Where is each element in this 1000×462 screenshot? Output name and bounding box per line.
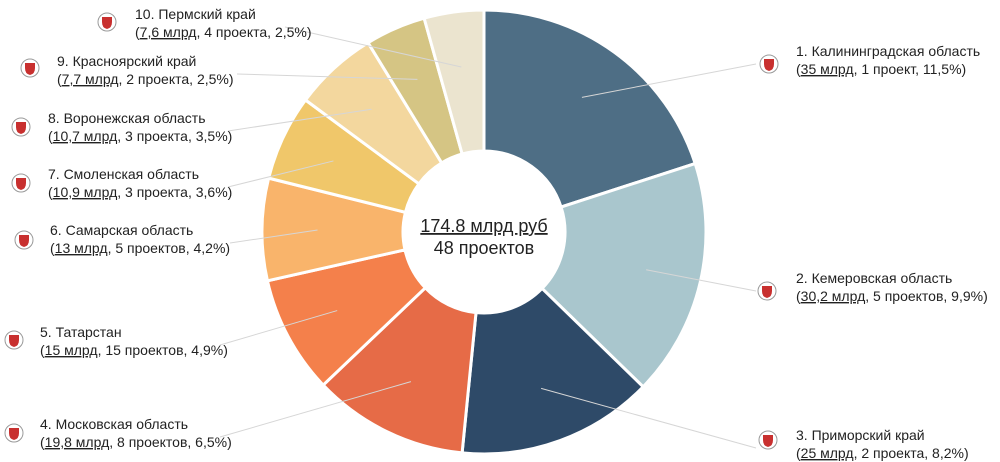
donut-slice-2 [539,161,708,389]
slice-label-name-10: 10. Пермский край [135,6,256,22]
slice-label-name-1: 1. Калининградская область [796,43,980,59]
center-count-label: 48 проектов [434,238,535,258]
slice-label-name-6: 6. Самарская область [50,222,193,238]
center-total-label: 174.8 млрд руб [420,216,547,236]
voronezh-coat-of-arms-icon [11,117,31,137]
slice-label-detail-7: (10,9 млрд, 3 проекта, 3,6%) [48,184,232,200]
krasnoyarsk-coat-of-arms-icon [20,58,40,78]
slice-label-detail-10: (7,6 млрд, 4 проекта, 2,5%) [135,24,312,40]
leader-lines [219,26,757,449]
slice-label-detail-9: (7,7 млрд, 2 проекта, 2,5%) [57,71,234,87]
leader-line-2 [646,269,757,292]
tatarstan-coat-of-arms-icon [4,330,24,350]
slice-label-detail-5: (15 млрд, 15 проектов, 4,9%) [40,342,228,358]
slice-label-detail-1: (35 млрд, 1 проект, 11,5%) [796,61,966,77]
slice-label-detail-6: (13 млрд, 5 проектов, 4,2%) [50,240,230,256]
slice-label-detail-3: (25 млрд, 2 проекта, 8,2%) [796,445,969,461]
region-icons [4,12,779,450]
slice-label-name-3: 3. Приморский край [796,427,925,443]
slice-labels: 1. Калининградская область (35 млрд, 1 пр… [40,6,988,461]
slice-label-name-9: 9. Красноярский край [57,53,196,69]
leader-line-9 [236,73,418,80]
leader-line-8 [227,108,372,132]
donut-slice-4 [321,285,478,455]
perm-coat-of-arms-icon [97,12,117,32]
donut-slices [260,8,708,456]
donut-slice-3 [460,286,646,456]
slice-label-name-2: 2. Кемеровская область [796,270,952,286]
kaliningrad-coat-of-arms-icon [759,54,779,74]
leader-line-3 [541,387,757,449]
moscow-oblast-coat-of-arms-icon [4,423,24,443]
slice-label-detail-2: (30,2 млрд, 5 проектов, 9,9%) [796,288,988,304]
primorsky-coat-of-arms-icon [758,430,778,450]
leader-line-5 [219,310,338,346]
leader-line-7 [227,160,334,188]
slice-label-name-4: 4. Московская область [40,416,188,432]
slice-label-detail-4: (19,8 млрд, 8 проектов, 6,5%) [40,434,232,450]
samara-coat-of-arms-icon [14,230,34,250]
donut-slice-10 [422,8,486,156]
leader-line-1 [581,63,757,98]
leader-line-4 [219,381,412,438]
slice-label-detail-8: (10,7 млрд, 3 проекта, 3,5%) [48,128,232,144]
leader-line-10 [284,26,462,68]
slice-label-name-5: 5. Татарстан [40,324,122,340]
donut-center: 174.8 млрд руб 48 проектов [420,216,547,258]
kemerovo-coat-of-arms-icon [757,281,777,301]
donut-slice-1 [482,8,698,209]
leader-line-6 [229,229,318,244]
smolensk-coat-of-arms-icon [11,173,31,193]
slice-label-name-7: 7. Смоленская область [48,166,199,182]
slice-label-name-8: 8. Воронежская область [48,110,206,126]
